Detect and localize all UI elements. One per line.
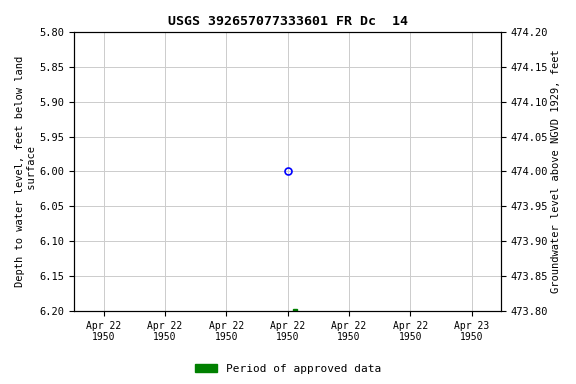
Y-axis label: Groundwater level above NGVD 1929, feet: Groundwater level above NGVD 1929, feet xyxy=(551,50,561,293)
Legend: Period of approved data: Period of approved data xyxy=(191,359,385,379)
Y-axis label: Depth to water level, feet below land
 surface: Depth to water level, feet below land su… xyxy=(15,56,37,287)
Title: USGS 392657077333601 FR Dc  14: USGS 392657077333601 FR Dc 14 xyxy=(168,15,408,28)
